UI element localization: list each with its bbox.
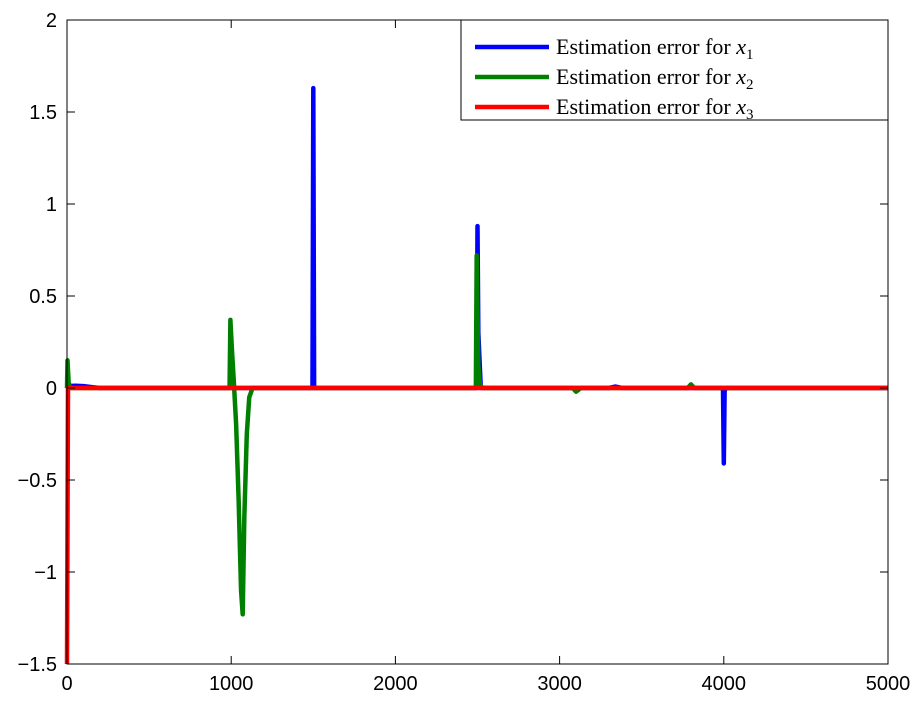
y-tick-label: 0.5 bbox=[29, 286, 57, 308]
x-tick-label: 0 bbox=[61, 673, 72, 695]
legend-entry-x1: Estimation error for x1 bbox=[556, 34, 754, 63]
legend-entry-x2: Estimation error for x2 bbox=[556, 64, 754, 93]
y-tick-label: 1.5 bbox=[29, 102, 57, 124]
x-tick-label: 3000 bbox=[537, 673, 582, 695]
y-tick-label: 2 bbox=[46, 10, 57, 32]
y-tick-label: 1 bbox=[46, 194, 57, 216]
x-tick-label: 4000 bbox=[702, 673, 747, 695]
x-tick-label: 5000 bbox=[866, 673, 911, 695]
x-tick-label: 1000 bbox=[209, 673, 254, 695]
y-tick-label: −1.5 bbox=[18, 654, 57, 676]
y-tick-label: 0 bbox=[46, 378, 57, 400]
y-tick-label: −1 bbox=[34, 562, 57, 584]
ticks-layer: 0 1000 2000 3000 4000 5000 −1.5 −1 −0.5 0 0.5 1 1.5 2 bbox=[18, 10, 911, 695]
legend-box bbox=[460, 19, 889, 121]
y-tick-label: −0.5 bbox=[18, 470, 57, 492]
legend-entry-x3: Estimation error for x3 bbox=[556, 94, 754, 123]
x-tick-label: 2000 bbox=[373, 673, 418, 695]
